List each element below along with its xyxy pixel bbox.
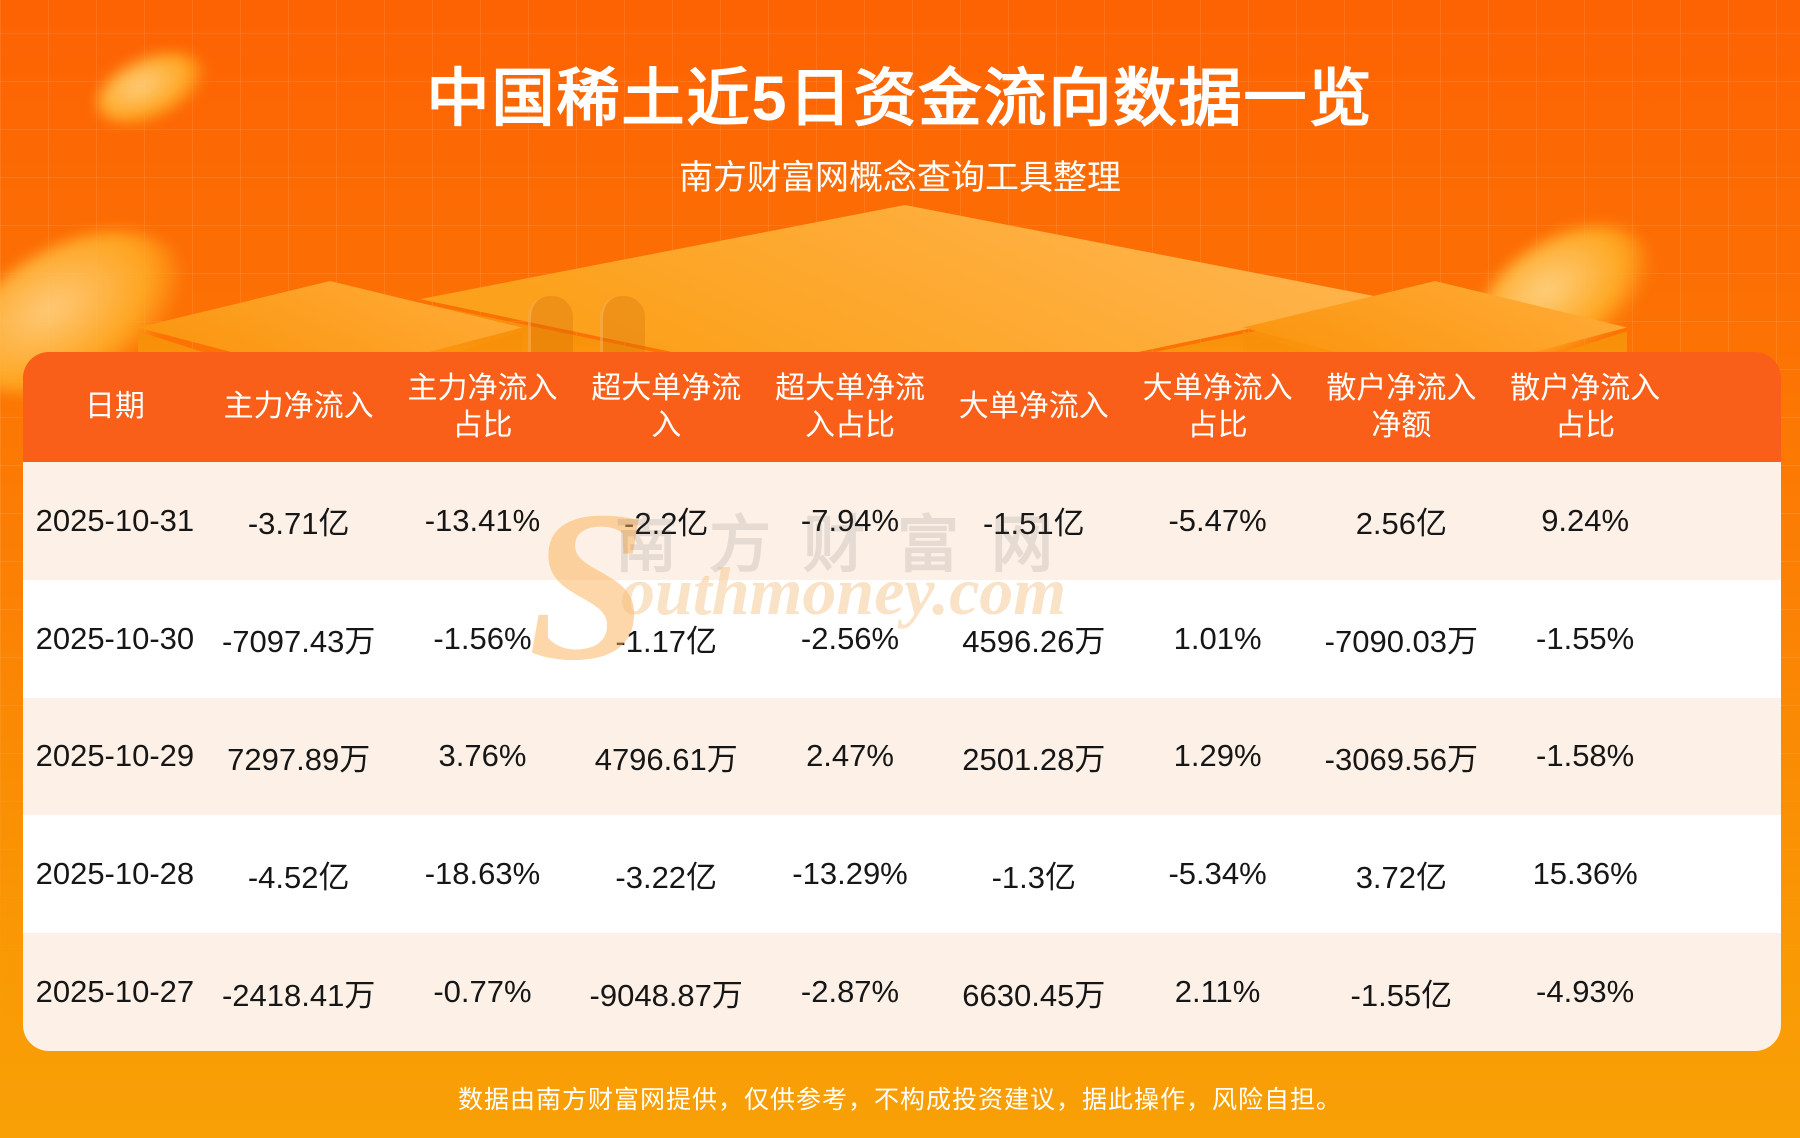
table-header-row: 日期 主力净流入 主力净流入 占比 超大单净流 入 超大单净流 入占比 大单净流… <box>23 352 1781 462</box>
table-cell: 2025-10-30 <box>35 620 195 656</box>
table-row: 2025-10-27 -2418.41万 -0.77% -9048.87万 -2… <box>23 933 1781 1051</box>
table-cell: -3069.56万 <box>1324 741 1479 777</box>
table-cell: 4596.26万 <box>962 624 1106 660</box>
table-cell: -2418.41万 <box>221 977 376 1013</box>
table-cell: -2.87% <box>800 974 900 1010</box>
table-cell: 2025-10-28 <box>35 856 195 892</box>
table-cell: -1.17亿 <box>615 624 718 660</box>
table-cell: -5.47% <box>1168 502 1267 538</box>
table-row: 2025-10-31 -3.71亿 -13.41% -2.2亿 -7.94% -… <box>23 462 1781 580</box>
disclaimer-text: 数据由南方财富网提供，仅供参考，不构成投资建议，据此操作，风险自担。 <box>457 1086 1342 1114</box>
table-cell: -1.51亿 <box>982 506 1085 542</box>
page-title: 中国稀土近5日资金流向数据一览 <box>426 64 1374 134</box>
table-cell: -7090.03万 <box>1324 624 1479 660</box>
table-cell: -5.34% <box>1168 856 1267 892</box>
column-header-super-large-net-inflow: 超大单净流 入 <box>591 371 742 443</box>
fund-flow-table: 日期 主力净流入 主力净流入 占比 超大单净流 入 超大单净流 入占比 大单净流… <box>23 352 1781 1051</box>
column-header-super-large-net-inflow-ratio: 超大单净流 入占比 <box>775 371 926 443</box>
table-cell: 9.24% <box>1541 502 1630 538</box>
table-cell: -1.55亿 <box>1350 977 1453 1013</box>
table-cell: 3.72亿 <box>1355 859 1448 895</box>
table-cell: -13.41% <box>424 502 541 538</box>
table-cell: -2.56% <box>800 620 900 656</box>
table-cell: -1.55% <box>1536 620 1635 656</box>
table-cell: 3.76% <box>438 738 527 774</box>
table-cell: -3.71亿 <box>247 506 350 542</box>
table-cell: 4796.61万 <box>594 741 738 777</box>
page-subtitle: 南方财富网概念查询工具整理 <box>679 159 1121 197</box>
table-cell: 1.29% <box>1173 738 1262 774</box>
table-cell: -1.56% <box>433 620 532 656</box>
table-cell: -4.93% <box>1536 974 1635 1010</box>
column-header-main-net-inflow: 主力净流入 <box>223 390 374 424</box>
table-cell: -1.58% <box>1536 738 1635 774</box>
table-cell: -7097.43万 <box>221 624 376 660</box>
table-cell: -7.94% <box>800 502 900 538</box>
table-cell: 2025-10-29 <box>35 738 195 774</box>
column-header-main-net-inflow-ratio: 主力净流入 占比 <box>407 371 558 443</box>
table-row: 2025-10-28 -4.52亿 -18.63% -3.22亿 -13.29%… <box>23 815 1781 934</box>
table-cell: -4.52亿 <box>247 859 350 895</box>
table-cell: 1.01% <box>1173 620 1262 656</box>
table-row: 2025-10-30 -7097.43万 -1.56% -1.17亿 -2.56… <box>23 579 1781 698</box>
table-cell: 2.47% <box>806 738 894 774</box>
table-cell: -13.29% <box>792 856 908 892</box>
table-cell: 15.36% <box>1532 856 1638 892</box>
table-cell: 2025-10-31 <box>35 502 195 538</box>
column-header-retail-net-inflow-ratio: 散户净流入 占比 <box>1510 371 1661 443</box>
table-cell: -2.2亿 <box>624 506 709 542</box>
table-cell: -9048.87万 <box>589 977 743 1013</box>
table-cell: -3.22亿 <box>615 859 718 895</box>
table-cell: -1.3亿 <box>991 859 1076 895</box>
table-cell: 2501.28万 <box>962 741 1106 777</box>
table-cell: -18.63% <box>424 856 541 892</box>
table-cell: 2025-10-27 <box>35 974 195 1010</box>
table-row: 2025-10-29 7297.89万 3.76% 4796.61万 2.47%… <box>23 697 1781 816</box>
column-header-large-net-inflow: 大单净流入 <box>958 390 1109 424</box>
column-header-date: 日期 <box>84 390 145 424</box>
column-header-large-net-inflow-ratio: 大单净流入 占比 <box>1142 371 1293 443</box>
table-cell: 2.11% <box>1174 974 1261 1010</box>
column-header-retail-net-inflow: 散户净流入 净额 <box>1326 371 1477 443</box>
table-cell: -0.77% <box>433 974 532 1010</box>
table-cell: 7297.89万 <box>227 741 371 777</box>
table-cell: 2.56亿 <box>1355 506 1448 542</box>
table-cell: 6630.45万 <box>962 977 1106 1013</box>
